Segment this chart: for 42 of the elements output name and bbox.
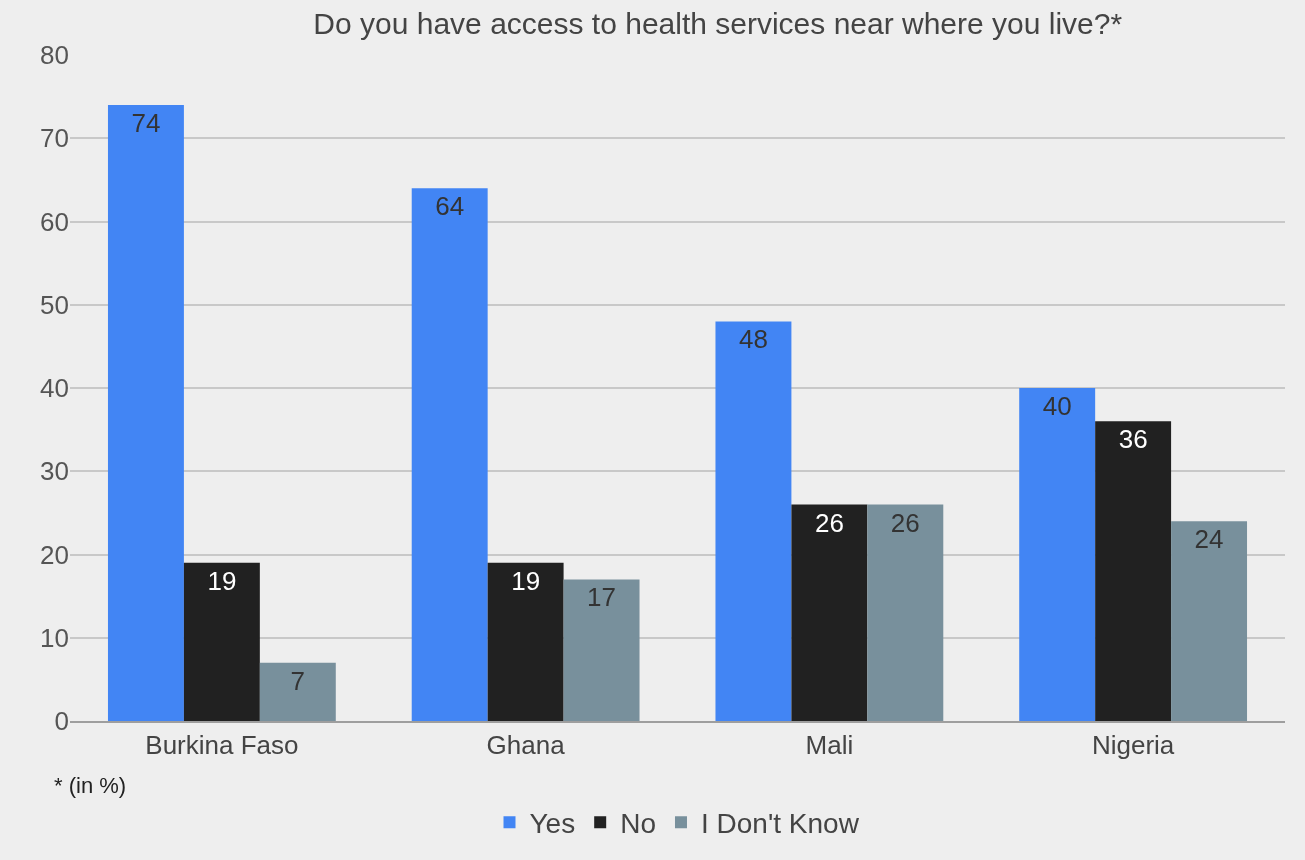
x-tick-label: Mali [805, 730, 854, 761]
data-label: 26 [890, 507, 920, 538]
chart-title: Do you have access to health services near where you live?* [313, 6, 1123, 40]
data-label: 19 [511, 565, 541, 596]
bar [411, 188, 488, 721]
data-label: 19 [207, 565, 237, 596]
data-label: 64 [435, 191, 465, 222]
bar [1095, 421, 1172, 721]
x-tick-label: Nigeria [1091, 730, 1175, 761]
data-label: 17 [587, 582, 617, 613]
bar [791, 504, 868, 721]
data-label: 74 [131, 107, 161, 138]
y-tick-label: 20 [40, 539, 69, 570]
bar [563, 579, 640, 721]
bar [259, 662, 336, 721]
y-tick-label: 60 [40, 206, 69, 237]
bar [183, 562, 260, 721]
y-tick-label: 40 [40, 373, 69, 404]
text: * (in %) [54, 773, 127, 798]
y-tick-label: 10 [40, 622, 69, 653]
data-label: 36 [1118, 424, 1148, 455]
data-label: 26 [814, 507, 844, 538]
y-tick-label: 0 [54, 706, 69, 737]
x-tick-label: Ghana [486, 730, 566, 761]
y-tick-label: 80 [40, 40, 69, 71]
data-label: 48 [738, 324, 768, 355]
bar [107, 104, 184, 721]
x-tick-label: Burkina Faso [145, 730, 299, 761]
bar [867, 504, 944, 721]
y-tick-label: 30 [40, 456, 69, 487]
legend-label: I Don't Know [700, 808, 860, 840]
legend-label: No [620, 808, 656, 840]
y-tick-label: 50 [40, 289, 69, 320]
bar [487, 562, 564, 721]
data-label: 40 [1042, 391, 1072, 421]
bar [1171, 521, 1248, 721]
bar [715, 321, 792, 721]
legend-label: Yes [529, 808, 576, 840]
data-label: 24 [1194, 524, 1224, 555]
data-label: 7 [290, 665, 306, 696]
bar [1019, 388, 1096, 721]
y-tick-label: 70 [40, 123, 69, 154]
